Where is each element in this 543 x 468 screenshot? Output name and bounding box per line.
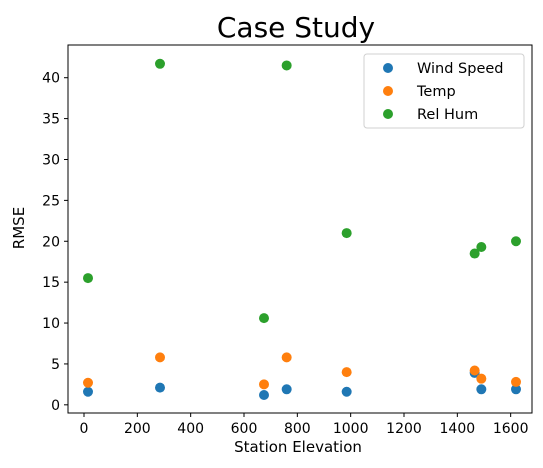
point-rel-hum: [511, 236, 521, 247]
x-tick-label: 1200: [386, 421, 422, 437]
y-tick-label: 40: [42, 71, 60, 87]
x-tick-label: 600: [231, 421, 258, 437]
x-tick-label: 800: [284, 421, 311, 437]
y-tick-label: 0: [51, 398, 60, 414]
x-tick-label: 1400: [440, 421, 476, 437]
x-tick-label: 200: [124, 421, 151, 437]
point-temp: [259, 379, 269, 390]
y-axis-ticks: 0 5 10 15 20 25 30 35 40: [42, 71, 68, 414]
x-tick-label: 1000: [333, 421, 369, 437]
legend-marker-wind-speed: [383, 63, 393, 73]
y-tick-label: 35: [42, 112, 60, 128]
legend-label-rel-hum: Rel Hum: [417, 107, 478, 123]
plot-frame: [67, 44, 533, 414]
point-wind-speed: [511, 384, 521, 395]
y-tick-label: 20: [42, 234, 60, 250]
legend-label-temp: Temp: [416, 84, 456, 100]
y-tick-label: 25: [42, 193, 60, 209]
point-wind-speed: [259, 390, 269, 401]
point-wind-speed: [476, 384, 487, 395]
x-tick-label: 400: [177, 421, 204, 437]
point-rel-hum: [341, 228, 352, 239]
point-temp: [155, 352, 165, 363]
point-wind-speed: [83, 386, 93, 397]
y-tick-label: 30: [42, 152, 60, 168]
point-temp: [281, 352, 292, 363]
point-temp: [341, 367, 352, 378]
x-tick-label: 1600: [493, 421, 529, 437]
point-wind-speed: [341, 386, 352, 397]
y-tick-label: 10: [42, 316, 60, 332]
y-axis-label: RMSE: [10, 207, 28, 249]
chart-title: Case Study: [217, 11, 375, 44]
point-rel-hum: [281, 60, 292, 71]
legend-marker-rel-hum: [383, 109, 393, 119]
point-temp: [511, 376, 521, 387]
point-rel-hum: [83, 273, 93, 284]
point-rel-hum: [155, 58, 165, 69]
legend-box: [363, 53, 525, 129]
point-temp: [469, 365, 480, 376]
x-axis-ticks: 0 200 400 600 800 1000 1200 1400 1600: [80, 413, 529, 437]
legend: Wind Speed Temp Rel Hum: [363, 53, 525, 129]
point-rel-hum: [469, 248, 480, 259]
legend-marker-temp: [383, 86, 393, 96]
y-tick-label: 15: [42, 275, 60, 291]
point-rel-hum: [259, 313, 269, 324]
point-temp: [476, 373, 487, 384]
point-wind-speed: [281, 384, 292, 395]
x-tick-label: 0: [80, 421, 89, 437]
points-layer: [83, 58, 521, 401]
x-axis-label: Station Elevation: [234, 438, 362, 456]
point-rel-hum: [476, 241, 487, 252]
point-wind-speed: [155, 382, 165, 393]
point-temp: [83, 377, 93, 388]
y-tick-label: 5: [51, 357, 60, 373]
legend-label-wind-speed: Wind Speed: [417, 61, 504, 77]
